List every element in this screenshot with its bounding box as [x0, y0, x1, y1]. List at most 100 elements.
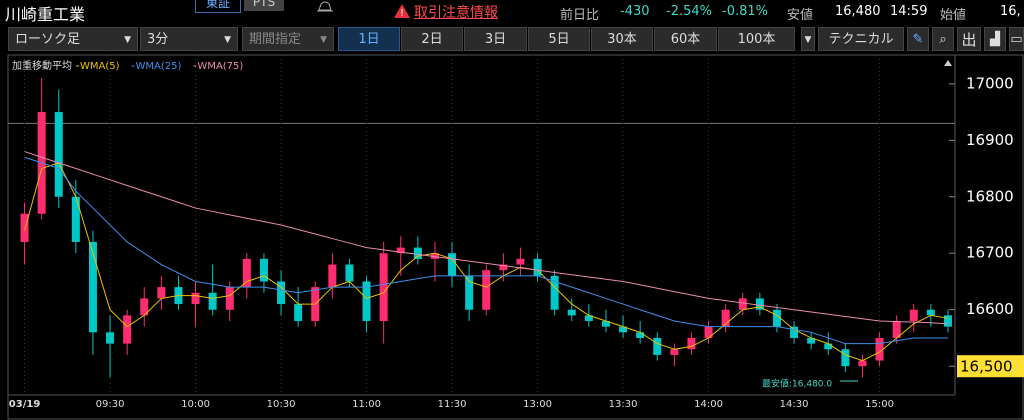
- candle-body: [396, 247, 405, 254]
- candle-body: [567, 309, 576, 316]
- y-tick-label: 16700: [966, 244, 1014, 262]
- technical-button[interactable]: テクニカル: [818, 27, 904, 51]
- market-button[interactable]: 東証: [195, 0, 241, 13]
- candle-body: [225, 287, 234, 310]
- select-text: ローソク足: [15, 32, 81, 47]
- change-pct2: -0.81%: [722, 4, 768, 19]
- change-label: 前日比: [560, 8, 600, 23]
- draw-button[interactable]: ✎: [907, 27, 929, 51]
- candle-body: [430, 253, 439, 259]
- svg-text:!: !: [400, 8, 404, 19]
- candle-body: [106, 332, 115, 344]
- candle-body: [858, 360, 867, 367]
- range-dropdown[interactable]: ▼: [801, 27, 815, 51]
- candle-body: [943, 315, 952, 327]
- y-tick-label: 17000: [966, 74, 1014, 92]
- candle-body: [909, 309, 918, 322]
- candle-body: [362, 281, 371, 322]
- candle-body: [448, 253, 457, 276]
- candle-body: [892, 321, 901, 338]
- candle-body: [687, 337, 696, 350]
- period-select[interactable]: 期間指定 ▼: [242, 27, 334, 51]
- area-button[interactable]: ▟: [984, 27, 1006, 51]
- legend-title: 加重移動平均: [12, 59, 72, 72]
- ma-line: [24, 162, 949, 362]
- legend-entry: WMA(5): [80, 61, 120, 72]
- candle-body: [208, 292, 217, 310]
- candle-body: [704, 326, 713, 338]
- y-tick-label: 16900: [966, 131, 1014, 149]
- candle-body: [54, 112, 63, 197]
- candle-body: [482, 270, 491, 310]
- candle-body: [465, 275, 474, 310]
- candle-body: [328, 264, 337, 288]
- low-label: 安値: [787, 8, 814, 23]
- candle-body: [140, 298, 149, 316]
- candle-body: [841, 349, 850, 367]
- x-tick-label: 14:30: [780, 399, 809, 410]
- print-button[interactable]: 出: [957, 27, 981, 51]
- range-button[interactable]: 3日: [464, 27, 527, 51]
- x-tick-label: 14:00: [694, 399, 723, 410]
- chart-kind-select[interactable]: ローソク足 ▼: [8, 27, 138, 51]
- candle-body: [875, 337, 884, 361]
- collapse-icon[interactable]: [944, 60, 952, 66]
- candle-body: [755, 298, 764, 310]
- select-text: 期間指定: [249, 32, 302, 47]
- range-button[interactable]: 60本: [654, 27, 717, 51]
- change-pct: -2.54%: [666, 4, 712, 19]
- x-tick-label: 15:00: [865, 399, 894, 410]
- range-button[interactable]: 2日: [401, 27, 463, 51]
- warning-icon: !: [394, 4, 410, 19]
- candle-body: [499, 264, 508, 271]
- legend-entry: WMA(25): [136, 61, 182, 72]
- candle-body: [533, 258, 542, 276]
- candle-body: [584, 315, 593, 322]
- candle-body: [619, 326, 628, 333]
- interval-select[interactable]: 3分 ▼: [140, 27, 238, 51]
- chart-frame: [7, 54, 1024, 420]
- candle-body: [516, 258, 525, 265]
- open-price: 16,: [1000, 4, 1021, 19]
- x-tick-label: 10:00: [181, 399, 210, 410]
- low-price: 16,480: [835, 4, 881, 19]
- candle-body: [807, 337, 816, 344]
- range-button[interactable]: 5日: [528, 27, 590, 51]
- candle-body: [191, 292, 200, 305]
- candle-body: [601, 321, 610, 327]
- select-text: 3分: [147, 32, 169, 47]
- range-button[interactable]: 100本: [718, 27, 795, 51]
- y-tick-label: 16600: [966, 300, 1014, 318]
- candle-body: [123, 315, 132, 344]
- zoom-button[interactable]: ⌕: [932, 27, 954, 51]
- x-tick-label: 13:30: [609, 399, 638, 410]
- candle-body: [345, 264, 354, 282]
- range-button[interactable]: 30本: [591, 27, 653, 51]
- candle-body: [20, 213, 29, 242]
- candle-body: [738, 298, 747, 310]
- pts-button[interactable]: PTS: [244, 0, 284, 11]
- open-label: 始値: [940, 8, 967, 23]
- candle-body: [926, 309, 935, 316]
- x-tick-label: 11:30: [438, 399, 467, 410]
- range-button[interactable]: 1日: [338, 27, 400, 51]
- candle-body: [88, 241, 97, 333]
- x-tick-label: 13:00: [523, 399, 552, 410]
- y-tick-label: 16800: [966, 187, 1014, 205]
- candle-body: [790, 326, 799, 338]
- bell-icon[interactable]: [314, 0, 336, 14]
- ma-line: [24, 151, 948, 325]
- low-time: 14:59: [890, 4, 928, 19]
- y-tick-label: 16,500: [960, 358, 1013, 376]
- candle-body: [157, 287, 166, 299]
- candle-body: [772, 309, 781, 327]
- candle-body: [670, 349, 679, 355]
- x-tick-label: 03/19: [9, 399, 41, 410]
- warning-link[interactable]: 取引注意情報: [414, 5, 498, 21]
- candle-body: [277, 281, 286, 305]
- candle-body: [721, 309, 730, 327]
- candle-body: [242, 258, 251, 288]
- legend-entry: WMA(75): [197, 61, 243, 72]
